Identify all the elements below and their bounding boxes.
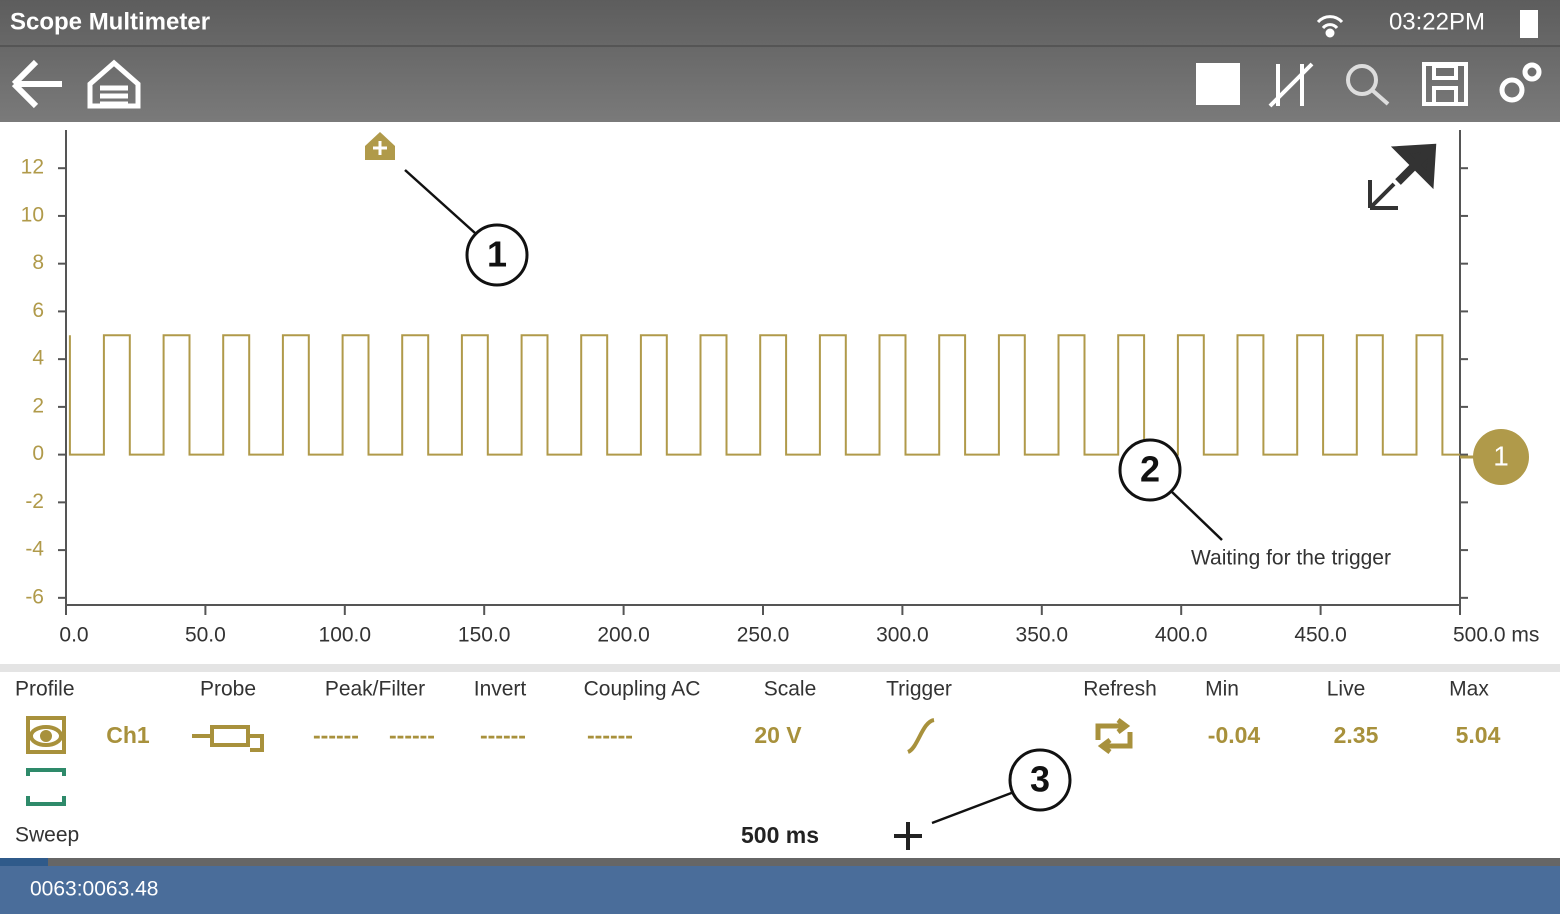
y-tick-label: -6: [25, 585, 44, 608]
x-tick-label: 300.0: [876, 624, 929, 647]
panel-divider: [0, 664, 1560, 672]
channel-marker[interactable]: [1473, 429, 1529, 485]
waveform: [68, 334, 1460, 456]
trigger-status: Waiting for the trigger: [1191, 547, 1391, 570]
wifi-icon: [1316, 15, 1344, 38]
y-tick-label: 8: [32, 251, 44, 274]
header-divider: [0, 45, 1560, 47]
callout-number: 1: [487, 234, 507, 275]
control-header: Max: [1449, 678, 1489, 701]
y-tick-label: -4: [25, 538, 44, 561]
peak-value: ------: [313, 722, 359, 748]
settings-button[interactable]: [1499, 62, 1542, 103]
y-tick-label: 10: [21, 203, 44, 226]
control-header: Scale: [764, 678, 817, 701]
live-value: 2.35: [1334, 722, 1379, 748]
x-tick-label: 0.0: [59, 624, 88, 647]
x-tick-label: 350.0: [1016, 624, 1069, 647]
save-button[interactable]: [1422, 62, 1468, 106]
control-header: Refresh: [1083, 678, 1157, 701]
x-tick-label: 450.0: [1294, 624, 1347, 647]
filter-value: ------: [389, 722, 435, 748]
back-button[interactable]: [11, 59, 62, 109]
zoom-button[interactable]: [1346, 64, 1390, 106]
x-tick-label: 200.0: [597, 624, 650, 647]
home-button[interactable]: [87, 59, 141, 109]
y-tick-label: -2: [25, 490, 44, 513]
control-header: Live: [1327, 678, 1366, 701]
x-tick-label: 100.0: [319, 624, 372, 647]
callout-leader: [404, 169, 476, 234]
x-tick-label: 500.0 ms: [1453, 624, 1539, 647]
invert-value: ------: [480, 722, 526, 748]
y-tick-label: 0: [32, 442, 44, 465]
coupling-value: ------: [587, 722, 633, 748]
battery-icon: [1520, 10, 1538, 38]
callout-circle: [1008, 748, 1072, 812]
callout-circle: [1118, 438, 1182, 502]
trigger-slope-icon[interactable]: [906, 718, 935, 754]
control-header: Profile: [15, 678, 75, 701]
control-header: Invert: [474, 678, 527, 701]
min-value: -0.04: [1208, 722, 1261, 748]
channel-label: Ch1: [106, 722, 150, 748]
trigger-marker[interactable]: [365, 132, 395, 160]
x-tick-label: 250.0: [737, 624, 790, 647]
sweep-value[interactable]: 500 ms: [741, 822, 819, 848]
x-tick-label: 50.0: [185, 624, 226, 647]
callout-circle: [465, 223, 529, 287]
callout-leader: [931, 790, 1015, 825]
y-tick-label: 2: [32, 394, 44, 417]
control-header: Peak/Filter: [325, 678, 425, 701]
sweep-label: Sweep: [15, 824, 79, 847]
max-value: 5.04: [1456, 722, 1501, 748]
status-bar: [0, 866, 1560, 914]
control-headers: Profile Probe Peak/Filter Invert Coupling AC…: [15, 678, 1489, 701]
app-title: Scope Multimeter: [10, 8, 210, 35]
cursor-button[interactable]: [1268, 62, 1314, 108]
clock: 03:22PM: [1389, 8, 1485, 35]
control-header: Trigger: [886, 678, 952, 701]
stop-button[interactable]: [1196, 63, 1240, 105]
control-header: Min: [1205, 678, 1239, 701]
status-text: 0063:0063.48: [30, 878, 158, 901]
channel-marker-label: 1: [1493, 440, 1509, 471]
callout-number: 3: [1030, 759, 1050, 800]
expand-arrow: [1390, 143, 1437, 190]
expand-button[interactable]: [1368, 180, 1398, 210]
x-tick-label: 400.0: [1155, 624, 1208, 647]
progress-fill: [0, 858, 48, 866]
y-tick-label: 6: [32, 299, 44, 322]
progress-track: [0, 858, 1560, 866]
callout-number: 2: [1140, 449, 1160, 490]
add-button[interactable]: [894, 822, 922, 850]
callout-leader: [1171, 491, 1223, 541]
scale-value[interactable]: 20 V: [754, 722, 802, 748]
probe-icon[interactable]: [192, 725, 264, 752]
control-header: Coupling AC: [584, 678, 701, 701]
refresh-icon[interactable]: [1095, 718, 1133, 754]
y-tick-label: 4: [32, 347, 44, 370]
y-tick-label: 12: [21, 156, 44, 179]
sweep-icon[interactable]: [26, 768, 66, 806]
x-tick-label: 150.0: [458, 624, 511, 647]
profile-icon[interactable]: [26, 716, 66, 754]
control-header: Probe: [200, 678, 256, 701]
